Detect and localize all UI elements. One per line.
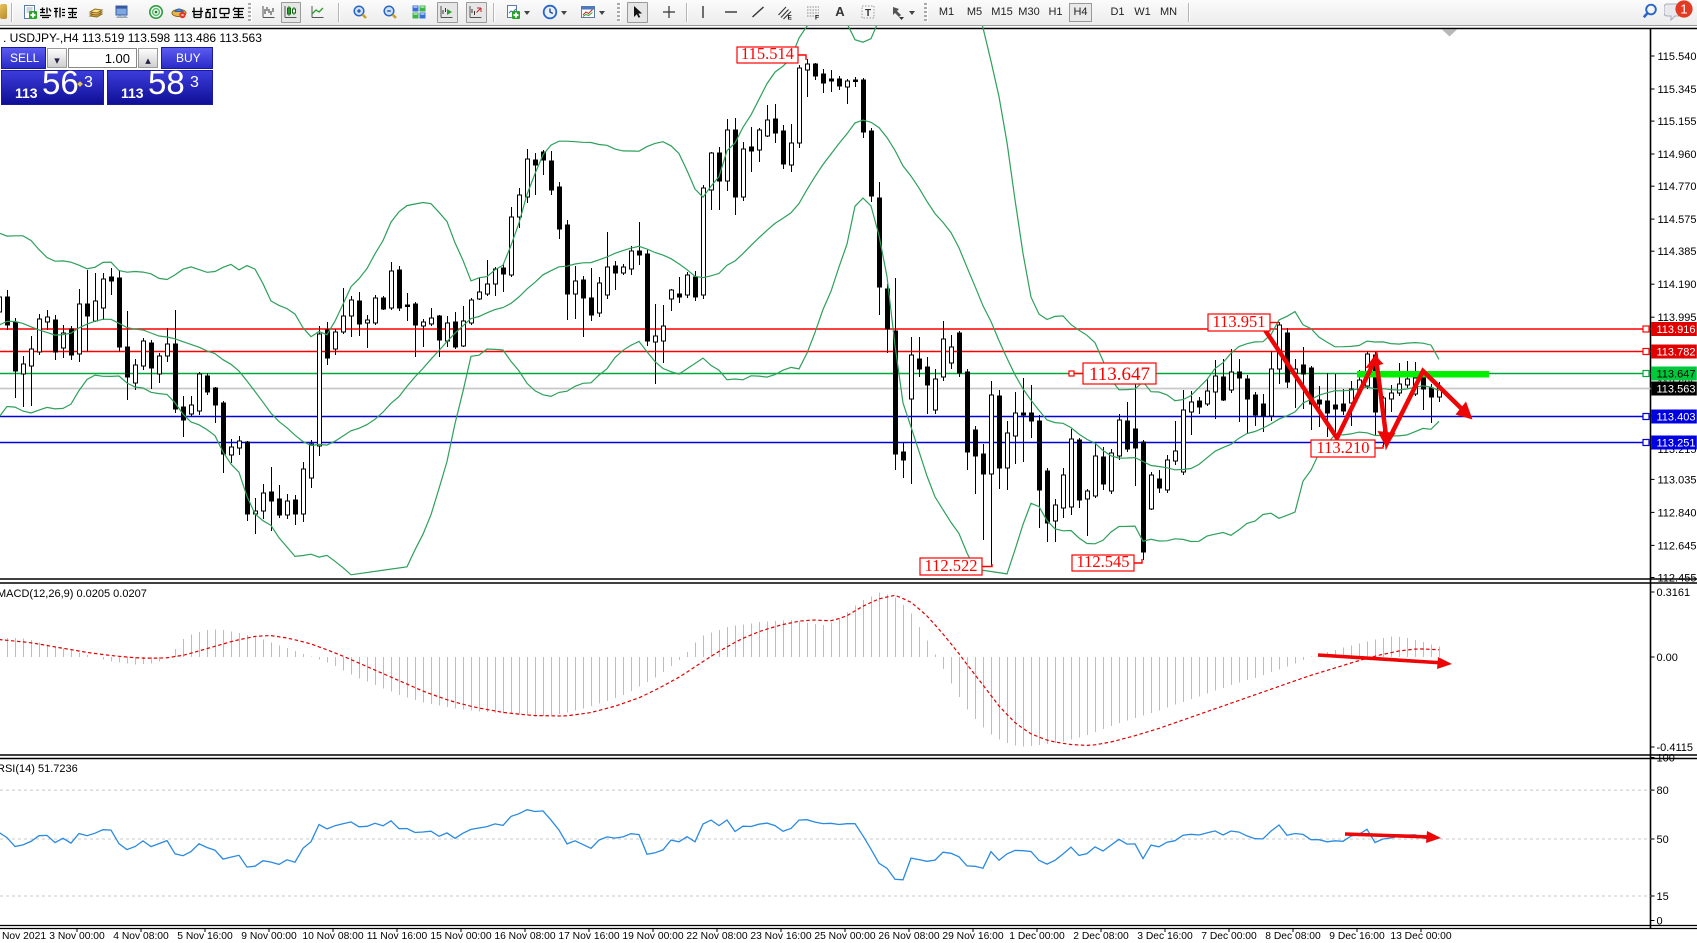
svg-text:9 Dec 16:00: 9 Dec 16:00 — [1329, 931, 1385, 942]
svg-text:0.3161: 0.3161 — [1657, 587, 1691, 599]
svg-text:113.251: 113.251 — [1657, 438, 1696, 450]
svg-text:114.190: 114.190 — [1658, 279, 1697, 291]
svg-text:80: 80 — [1657, 785, 1669, 797]
svg-text:4 Nov 08:00: 4 Nov 08:00 — [113, 931, 169, 942]
svg-text:3 Nov 00:00: 3 Nov 00:00 — [49, 931, 105, 942]
svg-text:E: E — [788, 15, 793, 21]
svg-text:112.522: 112.522 — [924, 556, 977, 575]
svg-text:22 Nov 08:00: 22 Nov 08:00 — [686, 931, 748, 942]
svg-text:-0.4115: -0.4115 — [1657, 742, 1694, 754]
svg-text:115.155: 115.155 — [1658, 116, 1697, 128]
svg-text:112.545: 112.545 — [1076, 552, 1129, 571]
svg-text:13 Dec 00:00: 13 Dec 00:00 — [1390, 931, 1452, 942]
svg-text:23 Nov 16:00: 23 Nov 16:00 — [750, 931, 812, 942]
svg-text:114.385: 114.385 — [1658, 246, 1697, 258]
svg-text:17 Nov 16:00: 17 Nov 16:00 — [558, 931, 620, 942]
svg-text:10 Nov 08:00: 10 Nov 08:00 — [302, 931, 364, 942]
svg-text:1: 1 — [1680, 2, 1687, 17]
svg-text:5 Nov 16:00: 5 Nov 16:00 — [177, 931, 233, 942]
svg-text:114.770: 114.770 — [1658, 181, 1697, 193]
svg-text:112.840: 112.840 — [1658, 507, 1697, 519]
svg-text:114.575: 114.575 — [1658, 214, 1697, 226]
svg-text:MACD(12,26,9) 0.0205 0.0207: MACD(12,26,9) 0.0205 0.0207 — [0, 588, 147, 600]
svg-text:115.540: 115.540 — [1658, 51, 1697, 63]
svg-text:25 Nov 00:00: 25 Nov 00:00 — [814, 931, 876, 942]
svg-text:7 Dec 00:00: 7 Dec 00:00 — [1201, 931, 1257, 942]
svg-text:50: 50 — [1657, 834, 1669, 846]
svg-text:0.00: 0.00 — [1657, 652, 1678, 664]
svg-text:26 Nov 08:00: 26 Nov 08:00 — [878, 931, 940, 942]
svg-text:9 Nov 00:00: 9 Nov 00:00 — [241, 931, 297, 942]
svg-text:2 Dec 08:00: 2 Dec 08:00 — [1073, 931, 1129, 942]
svg-text:113.647: 113.647 — [1657, 369, 1696, 381]
svg-text:19 Nov 00:00: 19 Nov 00:00 — [622, 931, 684, 942]
svg-text:RSI(14) 51.7236: RSI(14) 51.7236 — [0, 763, 78, 775]
svg-text:Nov 2021: Nov 2021 — [2, 931, 46, 942]
svg-text:113.210: 113.210 — [1316, 438, 1369, 457]
svg-text:11 Nov 16:00: 11 Nov 16:00 — [367, 931, 428, 942]
svg-text:F: F — [815, 15, 819, 21]
svg-text:1 Dec 00:00: 1 Dec 00:00 — [1009, 931, 1065, 942]
svg-text:113.647: 113.647 — [1089, 364, 1150, 385]
svg-text:113.916: 113.916 — [1657, 324, 1696, 336]
svg-text:15 Nov 00:00: 15 Nov 00:00 — [430, 931, 492, 942]
svg-text:113.563: 113.563 — [1657, 384, 1696, 396]
svg-text:115.345: 115.345 — [1658, 84, 1697, 96]
svg-text:. USDJPY-,H4 113.519 113.598: . USDJPY-,H4 113.519 113.598 113.486 113… — [3, 31, 262, 45]
svg-text:3 Dec 16:00: 3 Dec 16:00 — [1137, 931, 1193, 942]
svg-text:112.455: 112.455 — [1658, 573, 1697, 585]
svg-text:113.995: 113.995 — [1658, 312, 1697, 324]
svg-text:113.403: 113.403 — [1657, 412, 1696, 424]
svg-text:15: 15 — [1657, 891, 1669, 903]
svg-text:113.035: 113.035 — [1658, 474, 1697, 486]
svg-text:0: 0 — [1657, 916, 1663, 928]
svg-text:112.645: 112.645 — [1658, 540, 1697, 552]
svg-text:113.951: 113.951 — [1212, 312, 1265, 331]
svg-text:114.960: 114.960 — [1658, 149, 1697, 161]
svg-text:8 Dec 08:00: 8 Dec 08:00 — [1265, 931, 1321, 942]
svg-text:115.514: 115.514 — [741, 44, 794, 63]
svg-text:29 Nov 16:00: 29 Nov 16:00 — [942, 931, 1004, 942]
svg-text:100: 100 — [1657, 753, 1675, 765]
svg-text:113.782: 113.782 — [1657, 347, 1696, 359]
svg-text:16 Nov 08:00: 16 Nov 08:00 — [494, 931, 556, 942]
svg-text:T: T — [865, 8, 871, 19]
